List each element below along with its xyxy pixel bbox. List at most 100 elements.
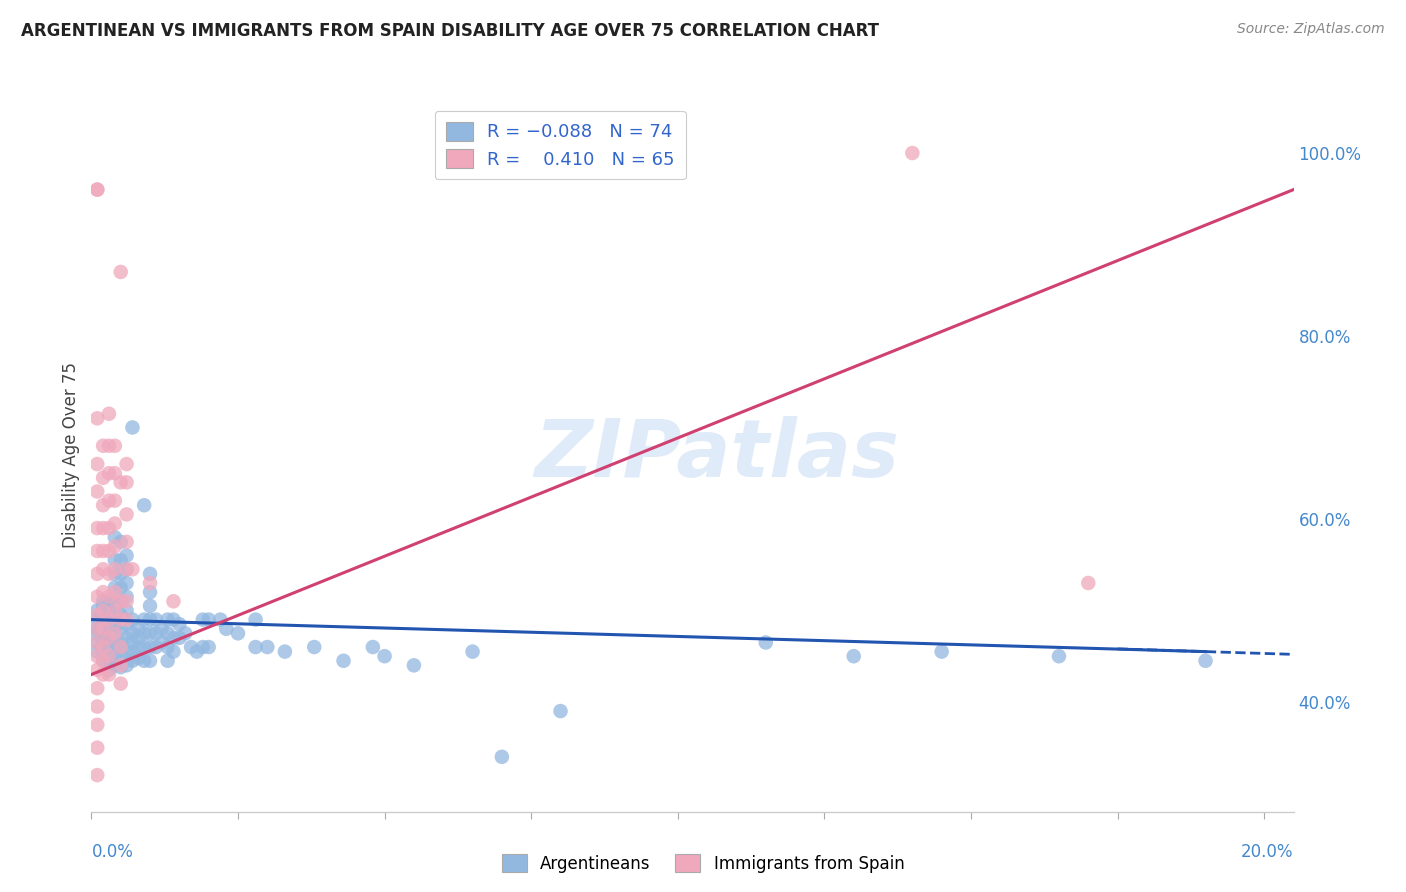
Point — [91, 640, 114, 654]
Point — [110, 594, 132, 608]
Point — [115, 457, 138, 471]
Point — [86, 718, 108, 732]
Point — [115, 594, 138, 608]
Point — [104, 626, 127, 640]
Point — [110, 613, 132, 627]
Point — [121, 562, 143, 576]
Point — [127, 651, 149, 665]
Point — [191, 640, 214, 654]
Point — [139, 585, 162, 599]
Point — [104, 603, 127, 617]
Point — [197, 613, 219, 627]
Point — [98, 439, 121, 453]
Point — [491, 749, 513, 764]
Point — [115, 590, 138, 604]
Point — [98, 594, 121, 608]
Point — [110, 534, 132, 549]
Point — [91, 667, 114, 681]
Point — [162, 631, 184, 645]
Point — [156, 626, 179, 640]
Point — [98, 631, 121, 645]
Point — [98, 631, 121, 645]
Point — [162, 594, 184, 608]
Point — [91, 544, 114, 558]
Text: 20.0%: 20.0% — [1241, 843, 1294, 861]
Point — [332, 654, 354, 668]
Point — [91, 521, 114, 535]
Point — [115, 534, 138, 549]
Point — [98, 613, 121, 627]
Point — [115, 603, 138, 617]
Point — [98, 590, 121, 604]
Point — [1077, 576, 1099, 591]
Point — [91, 622, 114, 636]
Point — [104, 540, 127, 554]
Point — [110, 594, 132, 608]
Point — [91, 622, 114, 636]
Point — [110, 566, 132, 581]
Point — [115, 613, 138, 627]
Text: ARGENTINEAN VS IMMIGRANTS FROM SPAIN DISABILITY AGE OVER 75 CORRELATION CHART: ARGENTINEAN VS IMMIGRANTS FROM SPAIN DIS… — [21, 22, 879, 40]
Point — [98, 607, 121, 622]
Point — [91, 585, 114, 599]
Point — [86, 699, 108, 714]
Point — [145, 626, 167, 640]
Point — [110, 640, 132, 654]
Point — [361, 640, 384, 654]
Text: ZIPatlas: ZIPatlas — [534, 416, 898, 494]
Point — [86, 613, 108, 627]
Point — [115, 508, 138, 522]
Point — [162, 645, 184, 659]
Point — [139, 599, 162, 613]
Point — [98, 544, 121, 558]
Y-axis label: Disability Age Over 75: Disability Age Over 75 — [62, 362, 80, 548]
Point — [110, 265, 132, 279]
Point — [110, 676, 132, 690]
Point — [86, 649, 108, 664]
Point — [91, 654, 114, 668]
Point — [127, 622, 149, 636]
Point — [104, 594, 127, 608]
Point — [110, 607, 132, 622]
Point — [98, 493, 121, 508]
Point — [104, 439, 127, 453]
Point — [104, 635, 127, 649]
Point — [104, 553, 127, 567]
Point — [110, 640, 132, 654]
Point — [127, 631, 149, 645]
Point — [91, 594, 114, 608]
Point — [110, 649, 132, 664]
Point — [127, 640, 149, 654]
Point — [121, 645, 143, 659]
Point — [169, 631, 191, 645]
Legend: R = −0.088   N = 74, R =    0.410   N = 65: R = −0.088 N = 74, R = 0.410 N = 65 — [434, 111, 686, 179]
Point — [91, 439, 114, 453]
Point — [104, 649, 127, 664]
Point — [115, 631, 138, 645]
Point — [98, 467, 121, 481]
Point — [121, 654, 143, 668]
Point — [86, 566, 108, 581]
Point — [91, 645, 114, 659]
Legend: Argentineans, Immigrants from Spain: Argentineans, Immigrants from Spain — [495, 847, 911, 880]
Point — [110, 613, 132, 627]
Point — [186, 645, 208, 659]
Point — [115, 658, 138, 673]
Point — [86, 681, 108, 696]
Point — [104, 566, 127, 581]
Point — [156, 654, 179, 668]
Point — [98, 667, 121, 681]
Point — [180, 640, 202, 654]
Point — [245, 640, 267, 654]
Point — [104, 530, 127, 544]
Point — [302, 640, 325, 654]
Point — [86, 484, 108, 499]
Point — [121, 420, 143, 434]
Point — [86, 622, 108, 636]
Point — [121, 635, 143, 649]
Point — [86, 521, 108, 535]
Point — [174, 626, 197, 640]
Point — [191, 613, 214, 627]
Point — [115, 645, 138, 659]
Point — [91, 603, 114, 617]
